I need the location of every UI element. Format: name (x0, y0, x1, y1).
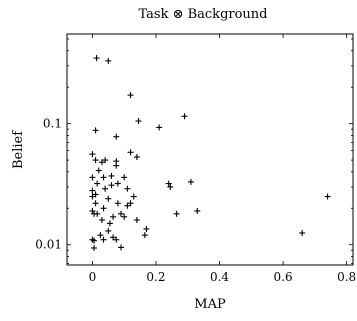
chart-title: Task ⊗ Background (138, 7, 267, 22)
data-point (114, 180, 121, 187)
data-point (98, 217, 105, 224)
data-point (93, 55, 100, 62)
data-point (181, 113, 188, 120)
y-tick-label: 0.01 (35, 238, 62, 252)
data-point (127, 200, 134, 207)
data-point (133, 154, 140, 161)
data-point (100, 236, 107, 243)
data-point (89, 187, 96, 194)
data-point (165, 180, 172, 187)
data-point (89, 151, 96, 158)
data-point (92, 191, 99, 198)
x-tick-label: 0.8 (337, 270, 356, 284)
data-point (97, 232, 104, 239)
data-point (118, 210, 125, 217)
data-point (114, 200, 121, 207)
data-point (124, 185, 131, 192)
data-point (127, 92, 134, 99)
data-point (135, 118, 142, 125)
x-axis-label: MAP (194, 297, 226, 312)
y-tick-label: 0.1 (43, 117, 62, 131)
data-point (118, 244, 125, 251)
x-tick-label: 0.4 (210, 270, 229, 284)
data-point (108, 172, 115, 179)
data-point (133, 217, 140, 224)
x-tick-label: 0.6 (274, 270, 293, 284)
data-point (106, 220, 113, 227)
data-point (102, 185, 109, 192)
data-point (98, 159, 105, 166)
data-point (92, 127, 99, 134)
data-point (89, 174, 96, 181)
data-point (173, 210, 180, 217)
data-point (92, 157, 99, 164)
data-point (130, 193, 137, 200)
data-point (194, 207, 201, 214)
x-tick-label: 0.2 (146, 270, 165, 284)
data-point (127, 149, 134, 156)
data-point (95, 167, 102, 174)
data-point (110, 234, 117, 241)
data-point (100, 205, 107, 212)
data-point (324, 193, 331, 200)
data-point (299, 229, 306, 236)
data-point (110, 213, 117, 220)
data-point (121, 213, 128, 220)
data-point (105, 57, 112, 64)
data-point (105, 227, 112, 234)
data-point (91, 237, 98, 244)
data-point (113, 133, 120, 140)
y-axis-label: Belief (11, 130, 26, 169)
plot-frame (66, 33, 354, 266)
data-point (92, 200, 99, 207)
data-point (102, 157, 109, 164)
data-point (167, 183, 174, 190)
data-point (113, 236, 120, 243)
plot-area: 0 0.2 0.4 0.6 0.8 0.01 0.1 (35, 34, 356, 284)
data-point (94, 180, 101, 187)
data-point (121, 174, 128, 181)
data-point (143, 225, 150, 232)
data-point (89, 193, 96, 200)
data-point (105, 195, 112, 202)
x-tick-label: 0 (89, 270, 97, 284)
data-point (94, 210, 101, 217)
data-point (187, 178, 194, 185)
data-point (91, 244, 98, 251)
data-point (108, 182, 115, 189)
data-point (113, 162, 120, 169)
data-point (100, 174, 107, 181)
data-point (156, 124, 163, 131)
data-point (141, 232, 148, 239)
data-point (124, 202, 131, 209)
